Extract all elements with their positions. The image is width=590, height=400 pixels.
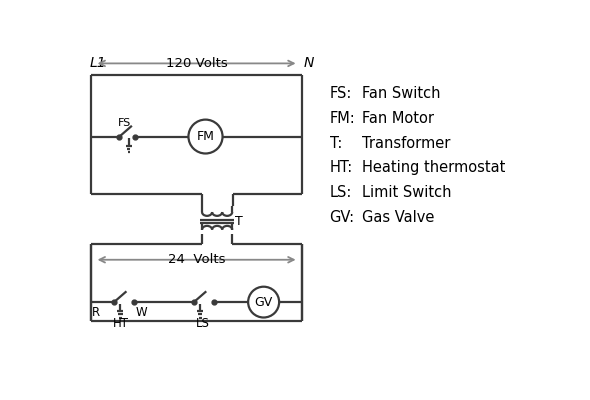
Text: FS:: FS:	[329, 86, 352, 102]
Text: GV: GV	[254, 296, 273, 309]
Text: LS:: LS:	[329, 185, 352, 200]
Text: FM:: FM:	[329, 111, 355, 126]
Text: HT:: HT:	[329, 160, 353, 176]
Text: GV:: GV:	[329, 210, 355, 225]
Text: LS: LS	[195, 317, 209, 330]
Text: 120 Volts: 120 Volts	[166, 57, 228, 70]
Text: Fan Switch: Fan Switch	[362, 86, 441, 102]
Text: L1: L1	[89, 56, 106, 70]
Text: Transformer: Transformer	[362, 136, 450, 151]
Text: Gas Valve: Gas Valve	[362, 210, 434, 225]
Text: Fan Motor: Fan Motor	[362, 111, 434, 126]
Text: FM: FM	[196, 130, 214, 143]
Text: Limit Switch: Limit Switch	[362, 185, 451, 200]
Text: N: N	[304, 56, 314, 70]
Text: W: W	[136, 306, 148, 319]
Text: Heating thermostat: Heating thermostat	[362, 160, 506, 176]
Text: FS: FS	[118, 118, 131, 128]
Text: HT: HT	[113, 317, 129, 330]
Text: T:: T:	[329, 136, 342, 151]
Text: R: R	[93, 306, 100, 319]
Text: 24  Volts: 24 Volts	[168, 253, 225, 266]
Text: T: T	[235, 215, 242, 228]
